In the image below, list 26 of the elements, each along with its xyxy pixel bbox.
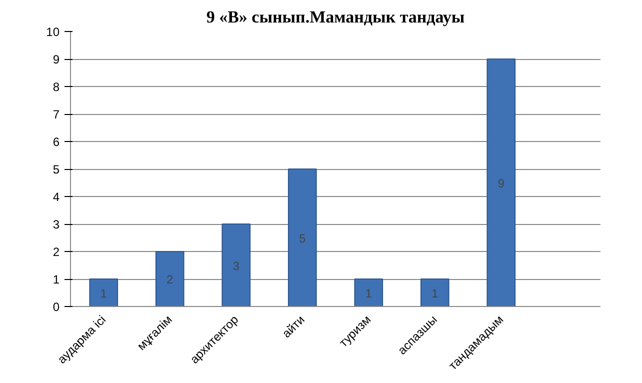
bar [354,278,384,306]
y-tick-label: 7 [52,108,60,122]
data-label: 1 [432,286,439,300]
y-tick-label: 6 [52,135,60,149]
y-tick-label: 1 [52,272,60,286]
y-tick-label: 2 [52,245,60,259]
y-tick-label: 5 [52,162,60,176]
y-tick-label: 10 [46,25,60,39]
bar [155,251,184,306]
bar [420,278,450,306]
data-label: 2 [166,272,174,286]
bar [222,224,251,306]
y-tick-label: 3 [52,218,60,232]
data-label: 3 [232,258,240,273]
y-tick-label: 4 [52,190,60,204]
y-tick-label: 8 [52,80,60,94]
data-label: 1 [100,286,108,300]
bar [486,58,516,306]
bar [89,278,118,306]
data-label: 9 [498,176,505,190]
bar [288,168,317,306]
chart-title: 9 «В» сынып.Мамандык тандауы [206,8,465,26]
y-tick-label: 9 [52,52,60,66]
data-label: 1 [365,286,372,300]
data-label: 5 [299,231,306,246]
y-tick-label: 0 [52,300,60,314]
